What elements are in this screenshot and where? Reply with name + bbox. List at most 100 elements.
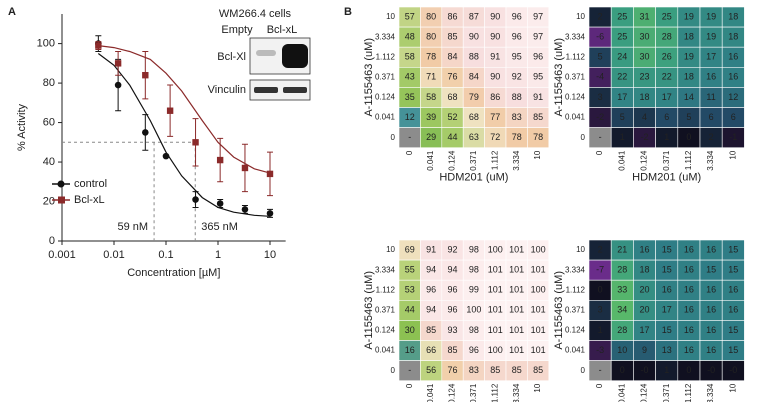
column-label: 0 [405,150,414,155]
cell-label: 91 [533,92,543,102]
cell-label: 96 [533,52,543,62]
cell-label: 18 [728,32,738,42]
cell-label: 16 [728,305,738,315]
cell-label: 6 [709,112,714,122]
cell-label: 15 [662,244,672,254]
heatmap-cell [527,360,550,382]
cell-label: 100 [488,244,503,254]
cell-label: 76 [447,365,457,375]
annotation: 365 nM [201,221,238,233]
cell-label: 15 [728,265,738,275]
cell-label: 101 [531,325,546,335]
cell-label: -2 [640,132,648,142]
cell-label: 17 [706,52,716,62]
cell-label: 72 [490,132,500,142]
cell-label: 13 [662,345,672,355]
cell-label: 16 [706,244,716,254]
cell-label: 101 [509,325,524,335]
cell-label: 85 [490,365,500,375]
cell-label: 3 [598,305,603,315]
column-label: 10 [533,150,542,159]
blot-label: Vinculin [208,84,246,96]
cell-label: 6 [664,112,669,122]
cell-label: 71 [426,72,436,82]
cell-label: 97 [533,32,543,42]
cell-label: 78 [426,52,436,62]
cell-label: 35 [405,92,415,102]
row-label: 10 [386,245,395,254]
cell-label: 1 [664,132,669,142]
y-axis-label: A-1155463 (uM) [363,271,375,350]
cell-label: 97 [533,11,543,21]
cell-label: 100 [531,285,546,295]
row-label: 0.371 [565,72,586,81]
cell-label: 100 [531,244,546,254]
y-axis-label: A-1155463 (uM) [553,271,565,350]
cell-label: -1 [729,132,737,142]
y-tick-label: 80 [43,77,55,89]
cell-label: 15 [706,265,716,275]
cell-label: - [408,365,411,375]
cell-label: 34 [617,305,627,315]
cell-label: 55 [405,265,415,275]
row-label: 0 [581,366,586,375]
cell-label: 30 [639,52,649,62]
cell-label: 85 [533,365,543,375]
row-label: 0 [391,133,396,142]
cell-label: 91 [490,52,500,62]
column-label: 1.112 [490,383,499,402]
cell-label: 84 [469,72,479,82]
cell-label: 0 [620,365,625,375]
cell-label: 96 [512,32,522,42]
cell-label: 19 [706,32,716,42]
data-point [142,129,149,136]
cell-label: 26 [662,52,672,62]
cell-label: 20 [639,285,649,295]
cell-label: 16 [706,72,716,82]
legend-marker [57,180,65,188]
column-label: 0 [405,383,414,388]
legend-marker [58,196,65,204]
row-label: 0.041 [375,346,396,355]
data-point [166,107,174,114]
cell-label: 16 [706,285,716,295]
cell-label: 43 [405,72,415,82]
fit-curve [98,45,271,174]
cell-label: 1 [598,325,603,335]
cell-label: 16 [728,285,738,295]
heatmap-cell [721,360,745,382]
cell-label: 16 [662,285,672,295]
cell-label: 53 [405,285,415,295]
cell-label: 17 [617,92,627,102]
cell-label: 85 [533,112,543,122]
cell-label: 1 [664,365,669,375]
row-label: 0.041 [565,113,586,122]
row-label: 10 [576,12,585,21]
cell-label: 1 [620,132,625,142]
cell-label: 99 [469,285,479,295]
column-label: 3.334 [512,383,521,402]
cell-label: -2 [596,112,604,122]
column-label: 0 [595,383,604,388]
column-label: 1.112 [490,150,499,170]
cell-label: 84 [447,52,457,62]
row-label: 1.112 [566,52,586,61]
cell-label: 16 [684,305,694,315]
cell-label: 28 [617,325,627,335]
fit-curve [97,53,271,217]
data-point [95,42,102,49]
cell-label: 18 [728,11,738,21]
cell-label: 31 [639,11,649,21]
cell-label: 77 [490,112,500,122]
cell-label: 63 [469,132,479,142]
cell-label: 16 [728,52,738,62]
cell-label: 93 [447,325,457,335]
row-label: 3.334 [565,265,586,274]
cell-label: 21 [617,244,627,254]
cell-label: 19 [684,52,694,62]
row-label: 0.124 [375,93,396,102]
cell-label: 78 [533,132,543,142]
cell-label: 52 [447,112,457,122]
cell-label: 58 [405,52,415,62]
column-label: 0.124 [448,383,457,402]
